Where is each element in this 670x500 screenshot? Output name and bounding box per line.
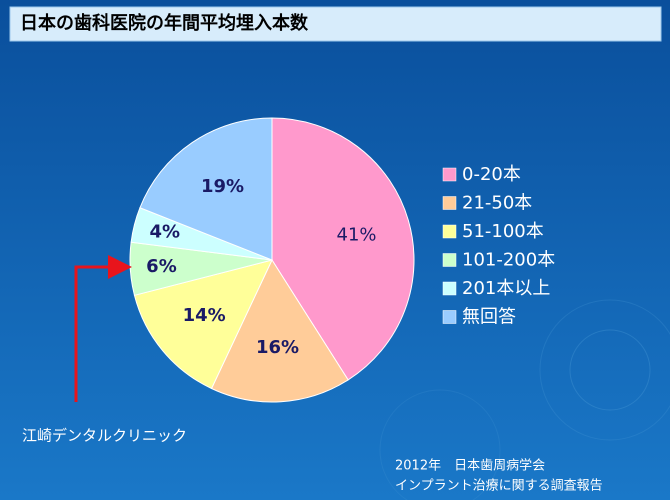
data-label: 16% <box>256 337 299 358</box>
ripple <box>539 299 670 441</box>
legend-swatch <box>442 167 457 182</box>
annotation: 江崎デンタルクリニック <box>22 427 187 445</box>
source: 2012年 日本歯周病学会 <box>395 458 545 474</box>
data-label: 19% <box>201 176 244 197</box>
source: インプラント治療に関する調査報告 <box>395 479 603 494</box>
title-bar <box>9 6 662 42</box>
pie: 41% 16% 14% 6% 4% 19% <box>129 117 415 403</box>
pie-slice <box>271 117 415 381</box>
chart-title: 日本の歯科医院の年間平均埋入本数 <box>20 12 309 34</box>
legend-swatch <box>442 253 457 267</box>
legend-label: 21-50本 <box>462 193 532 214</box>
legend-swatch <box>442 310 457 324</box>
pie-slice <box>139 117 273 261</box>
legend-label: 51-100本 <box>462 221 544 242</box>
legend-swatch <box>442 281 457 296</box>
legend-label: 0-20本 <box>462 164 521 185</box>
legend-swatch <box>442 196 457 210</box>
legend-label: 201本以上 <box>462 278 550 299</box>
ripple <box>569 329 651 411</box>
ripple <box>379 389 501 500</box>
pie-slice <box>133 259 273 390</box>
data-label: 14% <box>183 305 226 326</box>
data-label: 41% <box>337 224 377 245</box>
pie-slice <box>210 258 349 403</box>
legend-swatch <box>442 224 457 239</box>
annotation-arrow <box>74 255 132 402</box>
legend-label: 無回答 <box>462 307 516 328</box>
legend-label: 101-200本 <box>462 250 555 271</box>
data-label: 6% <box>146 256 177 277</box>
data-label: 4% <box>149 221 180 242</box>
